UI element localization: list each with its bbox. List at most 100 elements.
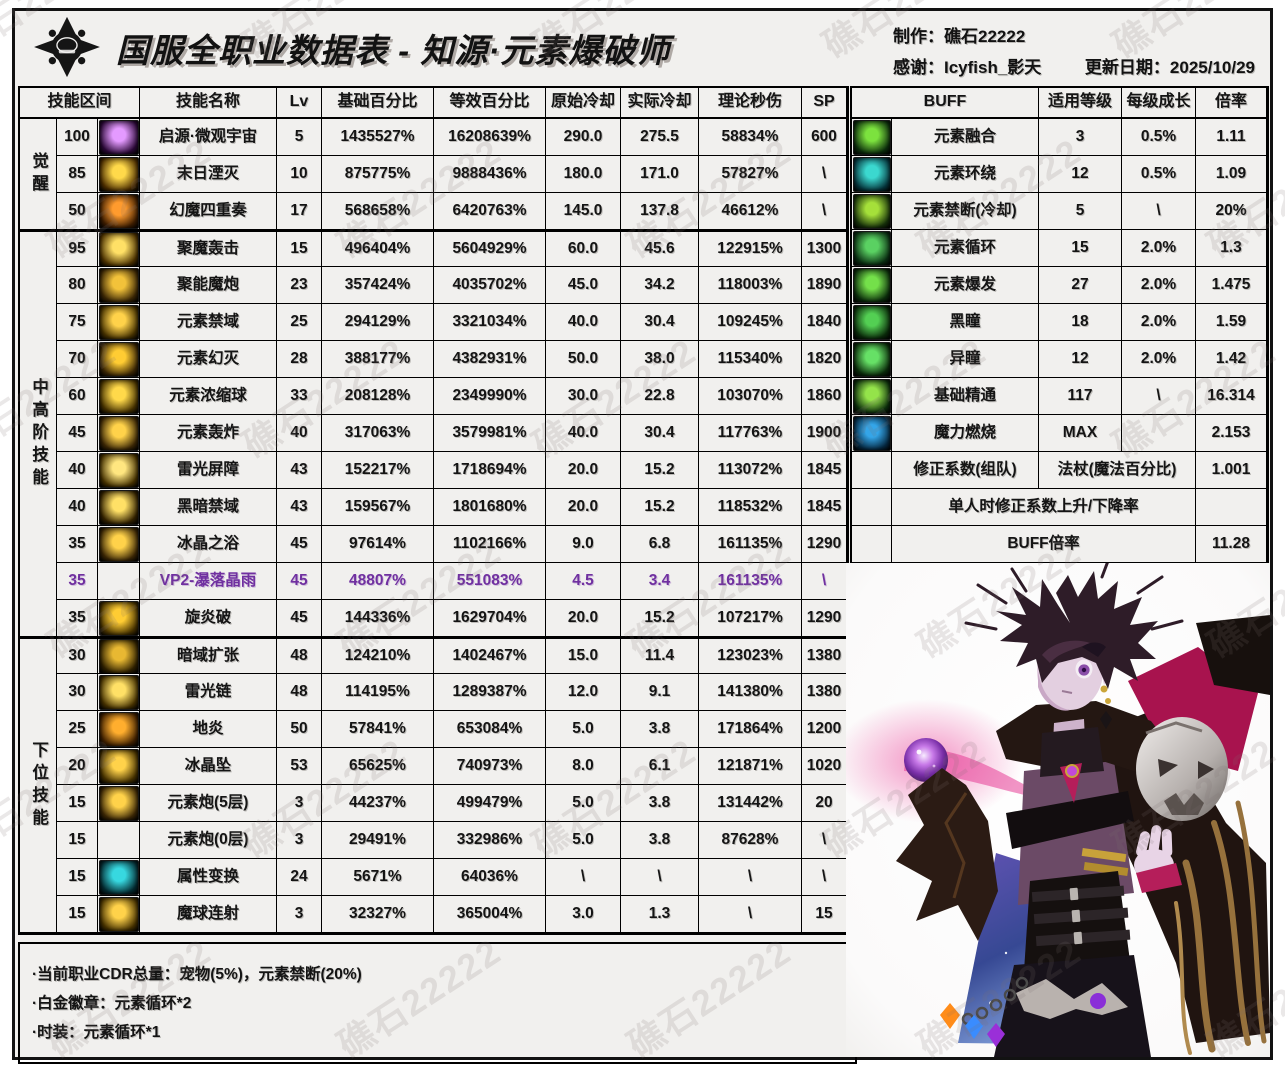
skill-cell-name: 黑暗禁域 xyxy=(140,489,277,526)
buff-cell-rate xyxy=(1196,489,1267,526)
buff-cell-name: 元素循环 xyxy=(892,230,1039,267)
buff-cell-level: 117 xyxy=(1039,378,1122,415)
buff-header-level: 适用等级 xyxy=(1039,88,1122,119)
skill-cell-cd: 3.0 xyxy=(546,896,621,933)
skill-cell-cd: 290.0 xyxy=(546,119,621,156)
buff-cell-rate: 1.59 xyxy=(1196,304,1267,341)
skill-cell-lv: 43 xyxy=(277,489,322,526)
skill-table: 技能区间 技能名称 Lv 基础百分比 等效百分比 原始冷却 实际冷却 理论秒伤 SP 觉醒 中高阶技… xyxy=(18,86,849,935)
skill-cell-lv: 45 xyxy=(277,600,322,637)
skill-cell-equiv: 551083% xyxy=(434,563,546,600)
credit-thanks: 感谢：Icyfish_影天 xyxy=(893,58,1042,77)
skill-cell-real-cd: 6.8 xyxy=(621,526,699,563)
skill-cell-real-cd: 15.2 xyxy=(621,452,699,489)
skill-cell-base: 144336% xyxy=(322,600,434,637)
skill-cell-interval: 30 xyxy=(57,674,98,711)
skill-cell-equiv: 1102166% xyxy=(434,526,546,563)
skill-cell-cd: 4.5 xyxy=(546,563,621,600)
skill-icon xyxy=(98,415,139,451)
skill-cell-icon xyxy=(98,748,140,785)
skill-cell-interval: 30 xyxy=(57,637,98,674)
skill-icon xyxy=(98,639,139,673)
skill-cell-sp: 1820 xyxy=(802,341,847,378)
skill-cell-lv: 48 xyxy=(277,674,322,711)
skill-cell-dps: 113072% xyxy=(699,452,802,489)
skill-cell-interval: 35 xyxy=(57,563,98,600)
skill-cell-cd: 5.0 xyxy=(546,785,621,822)
buff-cell-icon xyxy=(852,267,892,304)
skill-header-sp: SP xyxy=(802,88,847,119)
skill-cell-name: 暗域扩张 xyxy=(140,637,277,674)
buff-cell-icon xyxy=(852,304,892,341)
skill-cell-base: 32327% xyxy=(322,896,434,933)
skill-cell-sp: \ xyxy=(802,859,847,896)
skill-cell-icon xyxy=(98,156,140,193)
skill-cell-base: 65625% xyxy=(322,748,434,785)
skill-cell-icon xyxy=(98,637,140,674)
skill-cell-lv: 50 xyxy=(277,711,322,748)
skill-cell-cd: 20.0 xyxy=(546,489,621,526)
buff-cell-name: 元素禁断(冷却) xyxy=(892,193,1039,230)
skill-cell-sp: 1300 xyxy=(802,230,847,267)
skill-cell-dps: 109245% xyxy=(699,304,802,341)
note-line: ·当前职业CDR总量：宠物(5%)，元素禁断(20%) xyxy=(32,966,362,983)
skill-cell-icon xyxy=(98,563,140,600)
skill-cell-dps: 118003% xyxy=(699,267,802,304)
skill-cell-real-cd: 137.8 xyxy=(621,193,699,230)
buff-cell-growth: 0.5% xyxy=(1122,156,1196,193)
buff-cell-rate: 11.28 xyxy=(1196,526,1267,563)
skill-cell-dps: 46612% xyxy=(699,193,802,230)
skill-cell-icon xyxy=(98,378,140,415)
skill-icon xyxy=(98,119,139,155)
skill-icon xyxy=(98,489,139,525)
skill-cell-base: 496404% xyxy=(322,230,434,267)
skill-cell-interval: 50 xyxy=(57,193,98,230)
skill-cell-real-cd: 11.4 xyxy=(621,637,699,674)
skill-cell-cd: 5.0 xyxy=(546,711,621,748)
skill-cell-interval: 95 xyxy=(57,230,98,267)
skill-cell-name: 幻魔四重奏 xyxy=(140,193,277,230)
skill-cell-cd: 145.0 xyxy=(546,193,621,230)
skill-cell-equiv: 1289387% xyxy=(434,674,546,711)
buff-cell-level: MAX xyxy=(1039,415,1122,452)
skill-cell-icon xyxy=(98,600,140,637)
skill-cell-name: 聚魔轰击 xyxy=(140,230,277,267)
buff-cell-rate: 1.42 xyxy=(1196,341,1267,378)
skill-cell-interval: 60 xyxy=(57,378,98,415)
buff-cell-icon xyxy=(852,452,892,489)
skill-icon xyxy=(852,415,891,451)
buff-cell-growth: 0.5% xyxy=(1122,119,1196,156)
buff-cell-level: 27 xyxy=(1039,267,1122,304)
skill-cell-name: 魔球连射 xyxy=(140,896,277,933)
skill-cell-name: 地炎 xyxy=(140,711,277,748)
skill-cell-base: 159567% xyxy=(322,489,434,526)
credit-update-date: 更新日期：2025/10/29 xyxy=(1084,58,1255,77)
skill-icon xyxy=(98,785,139,821)
skill-header-cd: 原始冷却 xyxy=(546,88,621,119)
skill-cell-sp: 20 xyxy=(802,785,847,822)
skill-cell-lv: 33 xyxy=(277,378,322,415)
skill-cell-lv: 28 xyxy=(277,341,322,378)
skill-cell-base: 388177% xyxy=(322,341,434,378)
skill-cell-cd: 12.0 xyxy=(546,674,621,711)
skill-icon xyxy=(98,267,139,303)
skill-icon xyxy=(98,452,139,488)
buff-cell-rate: 20% xyxy=(1196,193,1267,230)
skill-cell-cd: 9.0 xyxy=(546,526,621,563)
skill-cell-equiv: 740973% xyxy=(434,748,546,785)
skill-cell-icon xyxy=(98,896,140,933)
skill-cell-dps: 117763% xyxy=(699,415,802,452)
skill-cell-icon xyxy=(98,785,140,822)
skill-cell-sp: 1020 xyxy=(802,748,847,785)
skill-header-lv: Lv xyxy=(277,88,322,119)
skill-cell-real-cd: 3.8 xyxy=(621,711,699,748)
skill-cell-icon xyxy=(98,341,140,378)
buff-cell-name: 元素融合 xyxy=(892,119,1039,156)
skill-cell-cd: 40.0 xyxy=(546,415,621,452)
skill-cell-base: 1435527% xyxy=(322,119,434,156)
skill-cell-name: 聚能魔炮 xyxy=(140,267,277,304)
skill-cell-equiv: 1629704% xyxy=(434,600,546,637)
skill-icon xyxy=(98,600,139,636)
guild-emblem-logo xyxy=(34,16,100,78)
skill-icon xyxy=(98,156,139,192)
